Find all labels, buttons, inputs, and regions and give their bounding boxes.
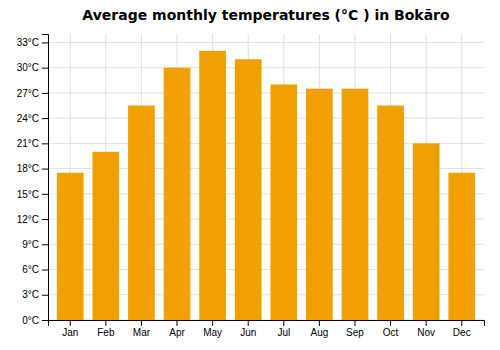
tick: Jun <box>240 320 256 338</box>
grid <box>48 34 484 320</box>
tick-mark <box>42 143 48 144</box>
tick-label: Mar <box>133 327 151 338</box>
bar <box>270 84 297 320</box>
tick-label: Sep <box>346 327 364 338</box>
tick-mark <box>70 320 71 326</box>
tick: Feb <box>97 320 115 338</box>
bar <box>92 152 119 320</box>
x-axis: Jan Feb Mar Apr May Jun Jul Aug Sep Oct Nov Dec <box>49 320 485 338</box>
title: Average monthly temperatures (°C ) in Bo… <box>82 7 450 23</box>
tick: 18°C <box>17 163 48 174</box>
tick-label: 15°C <box>17 189 39 200</box>
tick-label: Jun <box>240 327 256 338</box>
tick: 30°C <box>17 62 48 73</box>
bar <box>377 106 404 321</box>
tick: 27°C <box>17 88 48 99</box>
tick-mark <box>42 320 48 321</box>
tick-mark <box>105 320 106 326</box>
tick-mark <box>461 320 462 326</box>
y-axis: 0°C 3°C 6°C 9°C 12°C 15°C 18°C 21°C 24°C 27°C 30°C… <box>17 35 49 326</box>
tick-mark <box>42 244 48 245</box>
tick-label: 24°C <box>17 113 39 124</box>
tick-mark <box>42 118 48 119</box>
tick: 33°C <box>17 37 48 48</box>
tick: Dec <box>453 320 471 338</box>
tick: 3°C <box>22 289 48 300</box>
tick: 6°C <box>22 264 48 275</box>
tick-label: Feb <box>97 327 115 338</box>
tick-mark <box>42 42 48 43</box>
tick-mark <box>248 320 249 326</box>
tick-label: 12°C <box>17 214 39 225</box>
axis-line <box>49 321 485 327</box>
axis-line <box>42 35 49 321</box>
bar <box>413 143 440 320</box>
tick-mark <box>177 320 178 326</box>
tick: Apr <box>169 320 185 338</box>
tick-mark <box>283 320 284 326</box>
tick-label: Dec <box>453 327 471 338</box>
tick-label: Apr <box>169 327 185 338</box>
tick: Jan <box>62 320 78 338</box>
tick-mark <box>42 194 48 195</box>
tick-label: Nov <box>417 327 435 338</box>
tick: Aug <box>310 320 328 338</box>
bars <box>57 51 475 320</box>
tick-label: May <box>203 327 222 338</box>
bar <box>306 89 333 320</box>
tick-label: 33°C <box>17 37 39 48</box>
tick: 9°C <box>22 239 48 250</box>
tick: Nov <box>417 320 435 338</box>
tick-mark <box>390 320 391 326</box>
bar <box>235 59 262 320</box>
tick-label: Aug <box>310 327 328 338</box>
tick-mark <box>319 320 320 326</box>
tick-label: 0°C <box>22 315 39 326</box>
bar <box>342 89 369 320</box>
tick: 15°C <box>17 189 48 200</box>
tick-label: Jul <box>277 327 290 338</box>
bar <box>199 51 226 320</box>
tick-mark <box>42 68 48 69</box>
plot: 0°C 3°C 6°C 9°C 12°C 15°C 18°C 21°C 24°C 27°C 30°C… <box>17 34 485 338</box>
tick-label: Oct <box>383 327 399 338</box>
tick-label: 21°C <box>17 138 39 149</box>
tick-mark <box>426 320 427 326</box>
tick-mark <box>42 219 48 220</box>
tick: 24°C <box>17 113 48 124</box>
tick-label: 18°C <box>17 163 39 174</box>
tick-label: 27°C <box>17 88 39 99</box>
tick-mark <box>42 270 48 271</box>
tick-mark <box>141 320 142 326</box>
tick-label: 3°C <box>22 289 39 300</box>
grid-line <box>48 67 484 68</box>
tick: Jul <box>277 320 290 338</box>
grid-line <box>48 118 484 119</box>
tick: May <box>203 320 222 338</box>
tick-label: 6°C <box>22 264 39 275</box>
bar <box>164 68 191 320</box>
tick-mark <box>42 93 48 94</box>
bar <box>448 173 475 320</box>
tick-mark <box>354 320 355 326</box>
tick: Sep <box>346 320 364 338</box>
tick-label: Jan <box>62 327 78 338</box>
chart: 0°C 3°C 6°C 9°C 12°C 15°C 18°C 21°C 24°C 27°C 30°C… <box>0 0 500 350</box>
grid-line <box>48 92 484 93</box>
tick: 0°C <box>22 315 48 326</box>
bar <box>57 173 84 320</box>
tick-mark <box>42 295 48 296</box>
tick: 12°C <box>17 214 48 225</box>
tick-label: 30°C <box>17 62 39 73</box>
tick: Mar <box>133 320 151 338</box>
tick: Oct <box>383 320 399 338</box>
tick-mark <box>212 320 213 326</box>
tick-label: 9°C <box>22 239 39 250</box>
tick-mark <box>42 169 48 170</box>
bar <box>128 106 155 321</box>
grid-line <box>48 42 484 43</box>
tick: 21°C <box>17 138 48 149</box>
